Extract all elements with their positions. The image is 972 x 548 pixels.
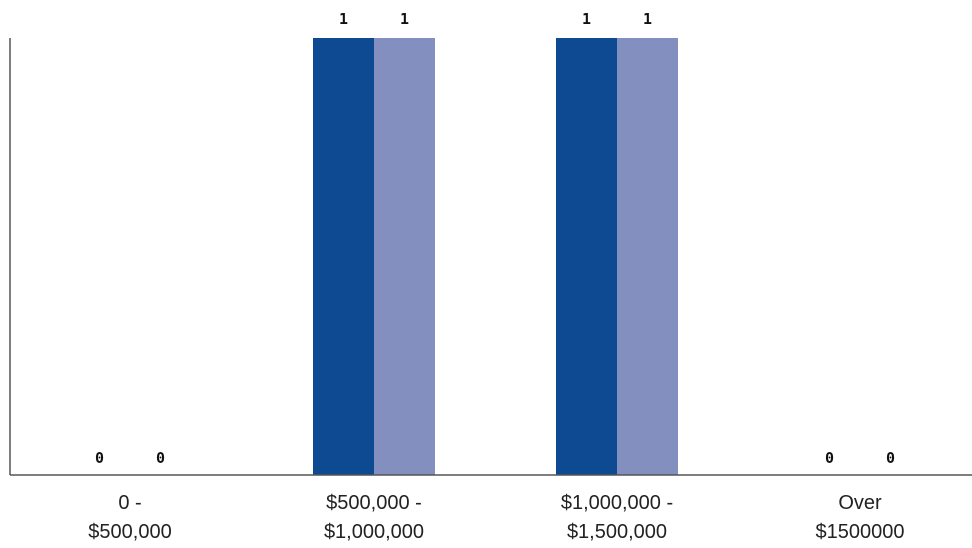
bar-value-label: 1	[643, 10, 652, 28]
x-axis-labels-group: 0 - $500,000 $500,000 - $1,000,000 $1,000,00…	[88, 492, 904, 543]
x-tick-label: $500,000	[88, 521, 171, 543]
bar	[556, 38, 617, 475]
x-tick-label: $1500000	[816, 521, 905, 543]
bars-group	[313, 38, 678, 475]
x-tick-label: 0 -	[118, 492, 141, 514]
x-tick-label: Over	[838, 492, 882, 514]
x-tick-label: $1,000,000	[324, 521, 424, 543]
bar-value-label: 0	[825, 449, 834, 467]
bar-value-label: 0	[156, 449, 165, 467]
bar-value-label: 1	[339, 10, 348, 28]
bar-value-label: 0	[95, 449, 104, 467]
bar-value-label: 1	[582, 10, 591, 28]
x-tick-label: $500,000 -	[326, 492, 422, 514]
value-labels-group: 0 0 1 1 1 1 0 0	[95, 10, 895, 467]
bar	[617, 38, 678, 475]
x-tick-label: $1,500,000	[567, 521, 667, 543]
bar	[374, 38, 435, 475]
x-tick-label: $1,000,000 -	[561, 492, 673, 514]
bar-value-label: 0	[886, 449, 895, 467]
bar-value-label: 1	[400, 10, 409, 28]
bar	[313, 38, 374, 475]
